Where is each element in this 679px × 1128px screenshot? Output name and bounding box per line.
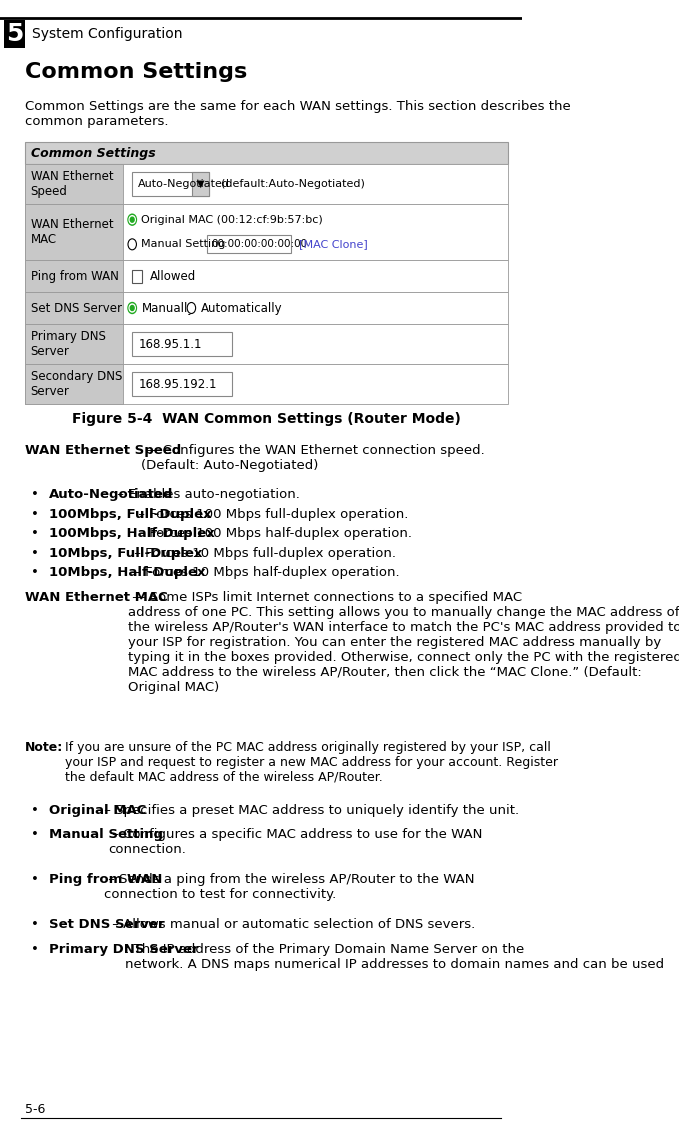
Bar: [24, 292, 508, 324]
Bar: [24, 292, 123, 324]
Bar: [132, 372, 232, 396]
Text: Ping from WAN: Ping from WAN: [49, 873, 162, 885]
Bar: [207, 236, 291, 254]
Text: — Some ISPs limit Internet connections to a specified MAC
address of one PC. Thi: — Some ISPs limit Internet connections t…: [128, 590, 679, 694]
Text: WAN Ethernet Speed: WAN Ethernet Speed: [24, 444, 181, 457]
Circle shape: [130, 218, 134, 222]
Text: Manual Setting: Manual Setting: [49, 828, 163, 841]
Text: Allowed: Allowed: [150, 270, 196, 282]
Text: Original MAC (00:12:cf:9b:57:bc): Original MAC (00:12:cf:9b:57:bc): [141, 214, 323, 224]
Circle shape: [128, 239, 136, 249]
Text: •: •: [31, 873, 39, 885]
Text: •: •: [31, 828, 39, 841]
Text: Common Settings: Common Settings: [24, 62, 247, 82]
Text: – Specifies a preset MAC address to uniquely identify the unit.: – Specifies a preset MAC address to uniq…: [100, 803, 519, 817]
Bar: [24, 259, 123, 292]
Text: ▼: ▼: [197, 179, 204, 190]
Text: – Allows manual or automatic selection of DNS severs.: – Allows manual or automatic selection o…: [109, 918, 476, 931]
Text: •: •: [31, 508, 39, 520]
Bar: [24, 364, 508, 404]
Text: •: •: [31, 943, 39, 955]
Text: (default:Auto-Negotiated): (default:Auto-Negotiated): [221, 179, 365, 190]
Bar: [24, 259, 508, 292]
Text: 168.95.192.1: 168.95.192.1: [139, 378, 217, 390]
Text: – Enables auto-negotiation.: – Enables auto-negotiation.: [113, 488, 299, 501]
Circle shape: [129, 305, 135, 312]
Text: Figure 5-4  WAN Common Settings (Router Mode): Figure 5-4 WAN Common Settings (Router M…: [72, 412, 461, 426]
Text: •: •: [31, 527, 39, 540]
Text: Primary DNS
Server: Primary DNS Server: [31, 331, 106, 358]
Text: •: •: [31, 918, 39, 931]
Bar: [24, 324, 508, 364]
Text: Note:: Note:: [24, 740, 63, 754]
Bar: [24, 364, 123, 404]
Circle shape: [128, 302, 136, 314]
Text: •: •: [31, 546, 39, 559]
Text: Secondary DNS
Server: Secondary DNS Server: [31, 370, 122, 398]
Circle shape: [128, 214, 136, 226]
Text: – Sends a ping from the wireless AP/Router to the WAN
connection to test for con: – Sends a ping from the wireless AP/Rout…: [105, 873, 475, 901]
Text: 00:00:00:00:00:00: 00:00:00:00:00:00: [211, 239, 308, 249]
Text: Manual Setting: Manual Setting: [141, 239, 226, 249]
Text: Ping from WAN: Ping from WAN: [31, 270, 119, 282]
Text: Primary DNS Server: Primary DNS Server: [49, 943, 199, 955]
Bar: [24, 204, 123, 259]
Text: 5: 5: [6, 23, 23, 46]
Text: : The IP address of the Primary Domain Name Server on the
network. A DNS maps nu: : The IP address of the Primary Domain N…: [126, 943, 665, 970]
Text: – Forces 100 Mbps half-duplex operation.: – Forces 100 Mbps half-duplex operation.: [134, 527, 412, 540]
Text: •: •: [31, 803, 39, 817]
Text: 168.95.1.1: 168.95.1.1: [139, 337, 202, 351]
Text: 10Mbps, Full-Duplex: 10Mbps, Full-Duplex: [49, 546, 202, 559]
Bar: [192, 171, 209, 196]
Text: Common Settings are the same for each WAN settings. This section describes the
c: Common Settings are the same for each WA…: [24, 100, 570, 127]
Text: – Forces 100 Mbps full-duplex operation.: – Forces 100 Mbps full-duplex operation.: [134, 508, 408, 520]
Text: 5-6: 5-6: [24, 1103, 45, 1116]
Text: Auto-Negotiated: Auto-Negotiated: [139, 179, 230, 190]
Text: – Configures a specific MAC address to use for the WAN
connection.: – Configures a specific MAC address to u…: [109, 828, 483, 856]
Text: Set DNS Server: Set DNS Server: [49, 918, 165, 931]
Bar: [24, 204, 508, 259]
Text: •: •: [31, 488, 39, 501]
Bar: [24, 324, 123, 364]
Bar: [132, 270, 142, 282]
Bar: [132, 171, 209, 196]
Bar: [4, 20, 25, 49]
Text: WAN Ethernet
MAC: WAN Ethernet MAC: [31, 218, 113, 246]
Circle shape: [187, 302, 196, 314]
Circle shape: [130, 306, 134, 310]
Text: If you are unsure of the PC MAC address originally registered by your ISP, call
: If you are unsure of the PC MAC address …: [65, 740, 557, 784]
Text: — Configures the WAN Ethernet connection speed.
(Default: Auto-Negotiated): — Configures the WAN Ethernet connection…: [141, 444, 485, 472]
Bar: [24, 164, 123, 204]
Text: [MAC Clone]: [MAC Clone]: [299, 239, 368, 249]
Text: Auto-Negotiated: Auto-Negotiated: [49, 488, 174, 501]
Text: Automatically: Automatically: [200, 301, 282, 315]
Text: 10Mbps, Half-Duplex: 10Mbps, Half-Duplex: [49, 566, 206, 579]
Bar: [132, 332, 232, 356]
Text: Common Settings: Common Settings: [31, 147, 155, 159]
Text: Set DNS Server: Set DNS Server: [31, 301, 122, 315]
Text: Original MAC: Original MAC: [49, 803, 147, 817]
Circle shape: [129, 215, 135, 223]
Text: WAN Ethernet MAC: WAN Ethernet MAC: [24, 590, 167, 603]
Text: WAN Ethernet
Speed: WAN Ethernet Speed: [31, 170, 113, 199]
Text: – Forces 10 Mbps full-duplex operation.: – Forces 10 Mbps full-duplex operation.: [130, 546, 396, 559]
Text: 100Mbps, Half-Duplex: 100Mbps, Half-Duplex: [49, 527, 215, 540]
Text: Manually: Manually: [141, 301, 195, 315]
Text: System Configuration: System Configuration: [33, 27, 183, 41]
Text: – Forces 10 Mbps half-duplex operation.: – Forces 10 Mbps half-duplex operation.: [130, 566, 399, 579]
Bar: [24, 164, 508, 204]
Text: 100Mbps, Full-Duplex: 100Mbps, Full-Duplex: [49, 508, 212, 520]
Text: •: •: [31, 566, 39, 579]
Bar: [24, 142, 508, 164]
